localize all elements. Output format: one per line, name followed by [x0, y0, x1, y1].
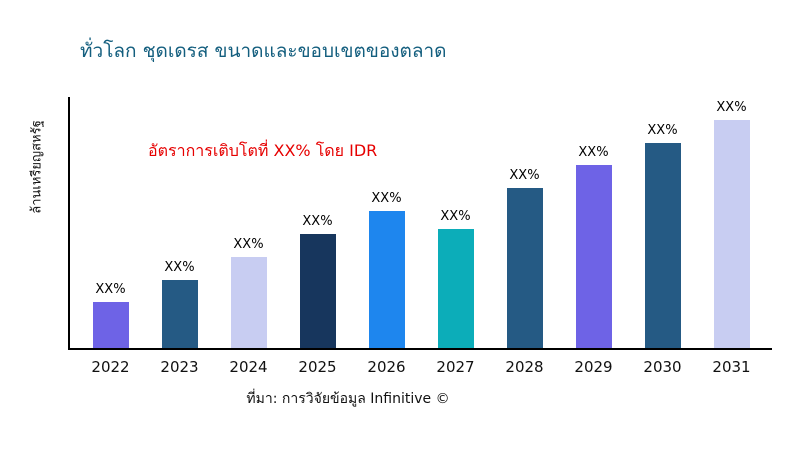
source-caption: ที่มา: การวิจัยข้อมูล Infinitive © [246, 391, 450, 407]
bar-value-label: XX% [578, 145, 609, 161]
chart-title: ทั่วโลก ชุดเดรส ขนาดและขอบเขตของตลาด [80, 40, 447, 62]
x-tick-label: 2025 [298, 358, 337, 376]
bar-group-2031: XX% 2031 [712, 97, 750, 376]
bar-group-2025: XX% 2025 [298, 97, 336, 376]
bar [506, 188, 543, 348]
x-tick-label: 2029 [574, 358, 613, 376]
bar-group-2027: XX% 2027 [436, 97, 474, 376]
x-tick-label: 2027 [436, 358, 475, 376]
bars-container: XX% 2022 XX% 2023 XX% 2024 XX% 2025 XX% 2026 XX% 20… [70, 97, 772, 376]
bar-group-2022: XX% 2022 [91, 97, 129, 376]
x-tick-label: 2024 [229, 358, 268, 376]
bar [230, 256, 267, 348]
bar [644, 142, 681, 348]
bar [92, 302, 129, 348]
x-tick-label: 2023 [160, 358, 199, 376]
bar [161, 279, 198, 348]
bar [713, 119, 750, 348]
y-axis-label: ล้านเหรียญสหรัฐ [29, 120, 45, 214]
bar-group-2029: XX% 2029 [574, 97, 612, 376]
bar-value-label: XX% [716, 99, 747, 115]
x-tick-label: 2030 [643, 358, 682, 376]
bar-value-label: XX% [302, 213, 333, 229]
bar-value-label: XX% [95, 282, 126, 298]
bar-group-2028: XX% 2028 [505, 97, 543, 376]
bar [575, 165, 612, 348]
x-tick-label: 2026 [367, 358, 406, 376]
bar-value-label: XX% [371, 191, 402, 207]
bar [437, 229, 474, 348]
bar-value-label: XX% [164, 259, 195, 275]
growth-rate-annotation: อัตราการเติบโตที่ XX% โดย IDR [148, 141, 378, 160]
plot-area: อัตราการเติบโตที่ XX% โดย IDR XX% 2022 XX%… [68, 97, 772, 376]
bar-group-2024: XX% 2024 [229, 97, 267, 376]
bar-group-2023: XX% 2023 [160, 97, 198, 376]
x-tick-label: 2031 [712, 358, 751, 376]
bar-value-label: XX% [509, 168, 540, 184]
bar [299, 233, 336, 348]
x-tick-label: 2022 [91, 358, 130, 376]
bar-value-label: XX% [647, 122, 678, 138]
bar [368, 211, 405, 348]
x-tick-label: 2028 [505, 358, 544, 376]
bar-value-label: XX% [440, 209, 471, 225]
bar-group-2030: XX% 2030 [643, 97, 681, 376]
bar-value-label: XX% [233, 236, 264, 252]
bar-group-2026: XX% 2026 [367, 97, 405, 376]
